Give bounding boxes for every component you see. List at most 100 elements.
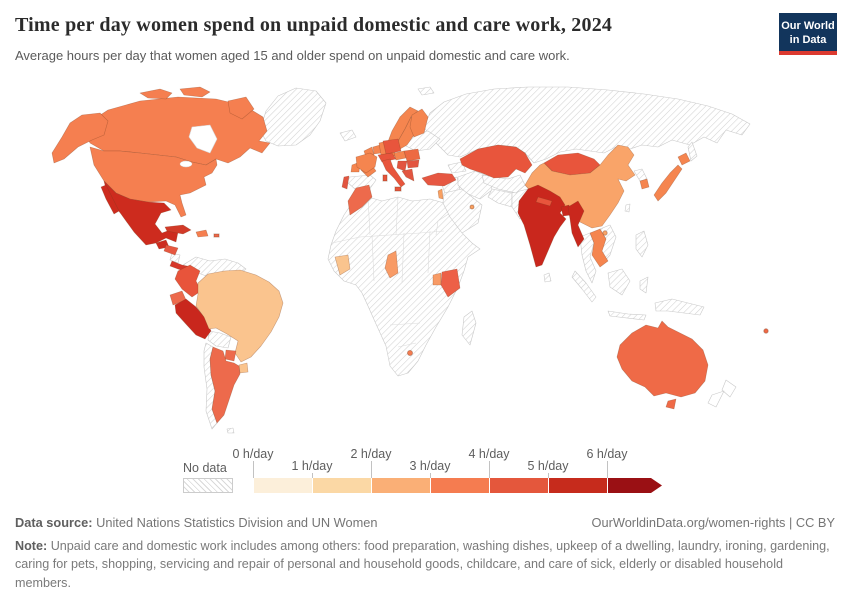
- legend-bin-4[interactable]: [490, 478, 548, 493]
- owid-logo[interactable]: Our World in Data: [779, 13, 837, 55]
- region-madagascar[interactable]: [461, 310, 477, 346]
- legend-bin-1[interactable]: [313, 478, 371, 493]
- region-cuba[interactable]: [164, 224, 192, 235]
- region-indonesia[interactable]: [607, 268, 631, 296]
- region-lesotho[interactable]: [407, 350, 413, 356]
- legend-bin-6[interactable]: [608, 478, 662, 493]
- region-arabia[interactable]: [442, 188, 483, 234]
- region-honduras[interactable]: [163, 244, 179, 256]
- region-indonesia[interactable]: [639, 276, 649, 294]
- page-subtitle: Average hours per day that women aged 15…: [15, 48, 570, 63]
- owid-url-link[interactable]: OurWorldinData.org/women-rights: [591, 515, 786, 530]
- region-sardinia[interactable]: [382, 174, 388, 182]
- region-cote-divoire[interactable]: [334, 254, 351, 276]
- legend-tick: [430, 473, 431, 478]
- region-africa[interactable]: [327, 196, 481, 377]
- region-north-korea[interactable]: [633, 168, 648, 182]
- region-svalbard[interactable]: [417, 86, 435, 96]
- region-uruguay[interactable]: [238, 362, 249, 374]
- license-link[interactable]: CC BY: [795, 515, 835, 530]
- region-hungary-slovakia[interactable]: [393, 150, 407, 161]
- region-new-guinea[interactable]: [654, 298, 705, 316]
- region-sakhalin[interactable]: [687, 141, 698, 162]
- region-sicily[interactable]: [394, 186, 402, 192]
- region-uganda[interactable]: [432, 272, 442, 286]
- region-baja-california[interactable]: [100, 184, 120, 215]
- legend-bin-3[interactable]: [431, 478, 489, 493]
- region-morocco[interactable]: [347, 184, 373, 216]
- region-indonesia[interactable]: [571, 270, 597, 303]
- region-hainan[interactable]: [602, 230, 608, 236]
- region-sri-lanka[interactable]: [543, 272, 552, 283]
- legend-bin-5[interactable]: [549, 478, 607, 493]
- page-title: Time per day women spend on unpaid domes…: [15, 14, 613, 36]
- region-turkey[interactable]: [421, 172, 457, 187]
- note-label: Note:: [15, 539, 48, 553]
- region-peru[interactable]: [174, 298, 212, 340]
- region-new-zealand-north[interactable]: [721, 379, 737, 398]
- region-iceland[interactable]: [339, 129, 357, 142]
- region-argentina[interactable]: [209, 346, 241, 424]
- region-nicaragua[interactable]: [169, 252, 181, 264]
- region-australia[interactable]: [616, 320, 709, 398]
- region-brazil[interactable]: [195, 269, 284, 363]
- region-bolivia[interactable]: [207, 330, 232, 349]
- region-israel[interactable]: [437, 188, 444, 200]
- region-italy[interactable]: [381, 158, 406, 188]
- footer-links: OurWorldinData.org/women-rights | CC BY: [592, 515, 835, 530]
- legend-tick: [548, 473, 549, 478]
- region-alaska[interactable]: [51, 112, 109, 164]
- legend-bin-2[interactable]: [372, 478, 430, 493]
- region-japan[interactable]: [653, 164, 683, 202]
- region-fiji[interactable]: [763, 328, 769, 334]
- region-balkans[interactable]: [396, 160, 408, 172]
- owid-logo-line2: in Data: [789, 33, 827, 46]
- region-finland[interactable]: [409, 108, 429, 138]
- region-dominican-republic[interactable]: [195, 229, 209, 238]
- region-greenland[interactable]: [259, 87, 327, 147]
- hudson-bay: [188, 124, 218, 154]
- region-taiwan[interactable]: [624, 203, 631, 213]
- region-france[interactable]: [355, 152, 378, 174]
- region-romania[interactable]: [403, 148, 421, 162]
- region-puerto-rico[interactable]: [213, 233, 220, 238]
- region-south-korea[interactable]: [639, 178, 650, 190]
- legend-no-data-label: No data: [183, 461, 227, 475]
- region-greece[interactable]: [401, 168, 415, 182]
- region-cameroon[interactable]: [384, 250, 399, 279]
- region-canada[interactable]: [81, 96, 271, 166]
- region-paraguay[interactable]: [224, 349, 237, 362]
- region-kazakhstan[interactable]: [459, 144, 533, 179]
- region-india[interactable]: [517, 184, 567, 268]
- legend-tick-label: 1 h/day: [291, 459, 333, 473]
- region-portugal[interactable]: [341, 175, 350, 190]
- region-afghanistan[interactable]: [487, 188, 513, 208]
- region-falkland-islands[interactable]: [226, 427, 235, 434]
- region-kenya[interactable]: [440, 268, 461, 298]
- region-bulgaria[interactable]: [406, 159, 420, 169]
- region-caucasus[interactable]: [447, 161, 467, 174]
- region-poland[interactable]: [382, 138, 402, 155]
- region-laos-cambodia[interactable]: [589, 228, 609, 268]
- region-thailand[interactable]: [579, 232, 597, 284]
- region-new-zealand-south[interactable]: [707, 390, 725, 408]
- region-russia[interactable]: [423, 86, 751, 164]
- region-nepal[interactable]: [535, 196, 553, 207]
- region-china[interactable]: [524, 144, 636, 229]
- region-canada-baffin[interactable]: [227, 96, 255, 120]
- region-myanmar[interactable]: [567, 200, 585, 248]
- region-philippines[interactable]: [635, 230, 649, 258]
- country-borders: [331, 196, 451, 348]
- great-lakes: [179, 160, 193, 168]
- region-canada-arctic-islands[interactable]: [179, 86, 211, 98]
- region-qatar[interactable]: [469, 204, 475, 210]
- legend-bin-0[interactable]: [254, 478, 312, 493]
- legend-tick-label: 5 h/day: [527, 459, 569, 473]
- region-japan-hokkaido[interactable]: [677, 152, 691, 166]
- region-tasmania[interactable]: [665, 398, 677, 410]
- legend-no-data-swatch[interactable]: [183, 478, 233, 493]
- region-indonesia[interactable]: [607, 310, 647, 321]
- region-central-asia[interactable]: [481, 174, 526, 194]
- region-canada-arctic-islands[interactable]: [139, 88, 173, 100]
